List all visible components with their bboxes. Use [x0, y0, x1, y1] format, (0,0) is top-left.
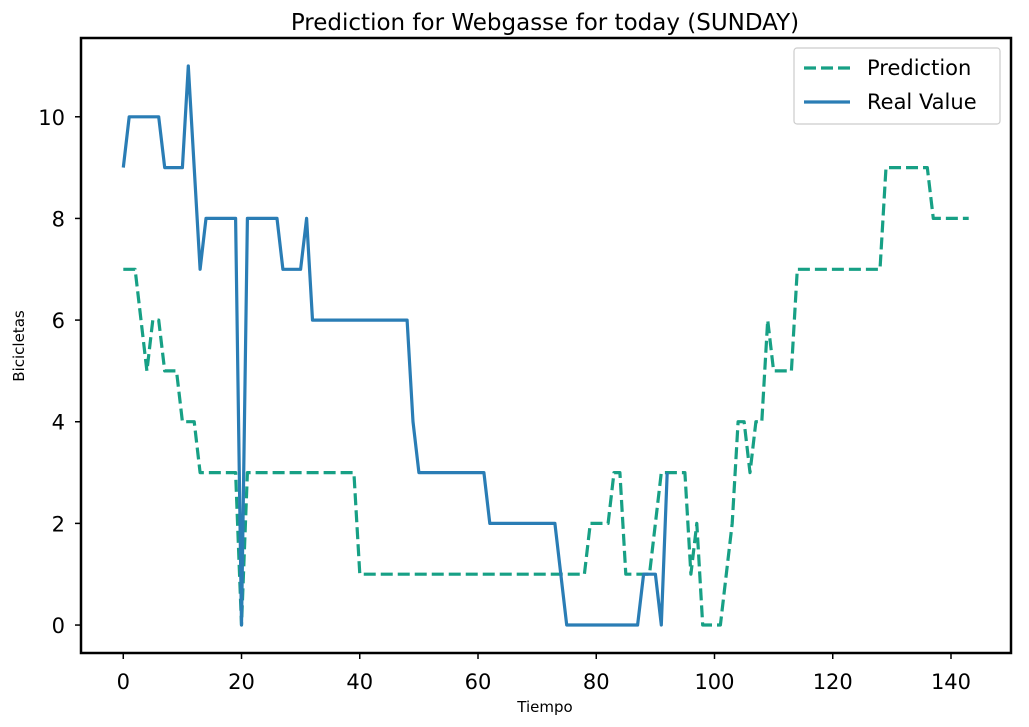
series-line-real-value — [121, 64, 669, 627]
plot-area-frame — [79, 36, 1013, 655]
series-line-prediction — [123, 166, 969, 627]
x-axis-label: Tiempo — [516, 698, 572, 716]
y-axis-label: Bicicletas — [10, 310, 28, 382]
y-tick-label: 4 — [52, 411, 65, 435]
x-tick-label: 120 — [813, 670, 853, 694]
chart-title: Prediction for Webgasse for today (SUNDA… — [291, 10, 799, 36]
legend-label-prediction: Prediction — [867, 56, 971, 80]
legend: Prediction Real Value — [793, 47, 1001, 125]
legend-label-real-value: Real Value — [867, 90, 977, 114]
x-tick-label: 100 — [694, 670, 734, 694]
y-tick-label: 0 — [52, 614, 65, 638]
y-axis-ticks: 0 2 4 6 8 10 — [38, 106, 81, 638]
x-tick-label: 80 — [583, 670, 610, 694]
x-tick-label: 60 — [465, 670, 492, 694]
x-tick-label: 0 — [117, 670, 130, 694]
plot-lines — [121, 64, 969, 627]
y-tick-label: 10 — [38, 106, 65, 130]
y-tick-label: 8 — [52, 207, 65, 231]
x-tick-label: 140 — [931, 670, 971, 694]
x-tick-label: 40 — [346, 670, 373, 694]
x-axis-ticks: 0 20 40 60 80 100 120 140 — [117, 653, 971, 694]
x-tick-label: 20 — [228, 670, 255, 694]
y-tick-label: 2 — [52, 512, 65, 536]
y-tick-label: 6 — [52, 309, 65, 333]
